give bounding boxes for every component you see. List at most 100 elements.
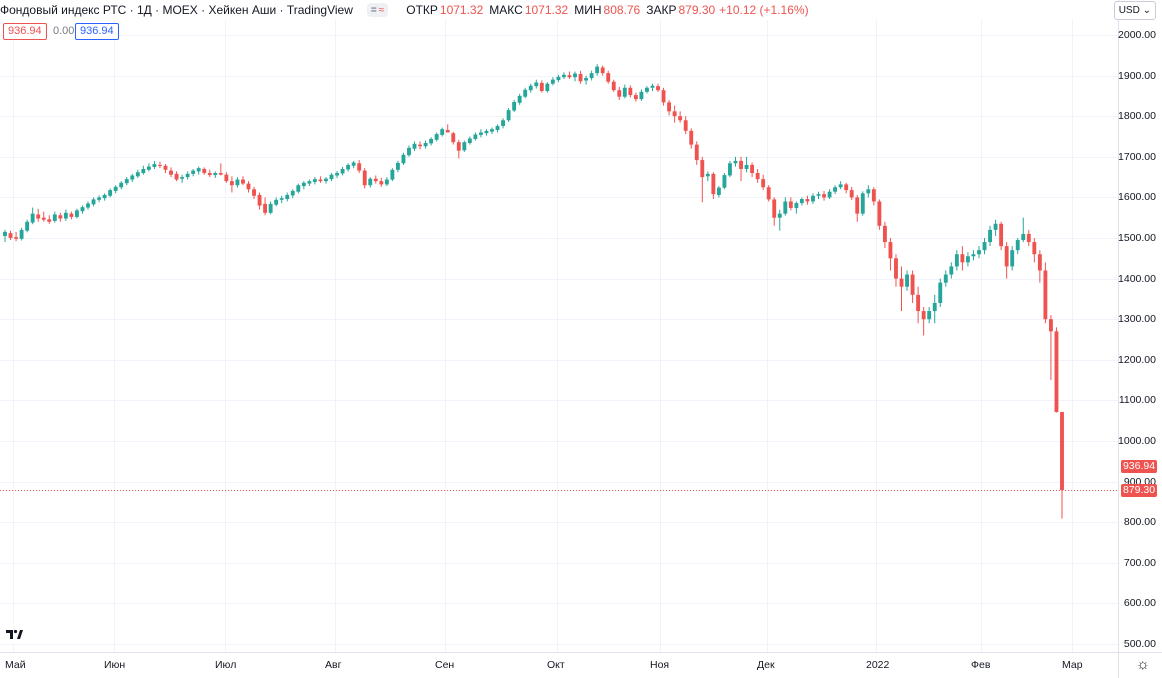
price-tag-last: 879.30 xyxy=(1121,484,1157,497)
candle-body xyxy=(866,189,871,194)
candle-body xyxy=(41,217,46,220)
candle-body xyxy=(960,254,965,263)
x-tick-label: Май xyxy=(5,659,26,671)
candle-body xyxy=(805,199,810,202)
candle-body xyxy=(550,79,555,84)
candle-body xyxy=(783,201,788,214)
candle-body xyxy=(130,175,135,180)
candle-body xyxy=(357,163,362,171)
candle-body xyxy=(146,166,151,170)
candle-body xyxy=(622,87,627,97)
candle-body xyxy=(910,274,915,295)
candle-body xyxy=(694,144,699,161)
visibility-toggle[interactable]: = ≈ xyxy=(366,3,389,17)
candle-body xyxy=(777,213,782,218)
candle-body xyxy=(650,85,655,88)
low-value: 808.76 xyxy=(603,3,641,17)
candle-body xyxy=(290,190,295,196)
candle-body xyxy=(899,278,904,287)
candle-body xyxy=(329,174,334,180)
y-tick-label: 1800.00 xyxy=(1118,110,1156,123)
symbol-title[interactable]: Фондовый индекс РТС · 1Д · MOEX · Хейкен… xyxy=(0,3,353,17)
candle-body xyxy=(705,173,710,177)
candle-body xyxy=(462,142,467,151)
candle-body xyxy=(368,178,373,186)
currency-dropdown[interactable]: USD ⌄ xyxy=(1113,1,1156,20)
candle-body xyxy=(324,178,328,182)
gear-icon[interactable]: ☼ xyxy=(1136,656,1150,673)
y-tick-label: 800.00 xyxy=(1123,516,1156,529)
candle-body xyxy=(102,194,107,199)
y-tick-label: 700.00 xyxy=(1123,556,1156,569)
candle-body xyxy=(683,120,688,131)
candle-body xyxy=(772,199,777,218)
x-tick-label: Июл xyxy=(215,659,237,671)
y-tick-label: 1100.00 xyxy=(1118,394,1156,407)
candle-body xyxy=(69,213,74,217)
candle-body xyxy=(1043,270,1048,320)
candle-body xyxy=(478,132,483,135)
x-tick-label: Ноя xyxy=(650,659,670,671)
candle-body xyxy=(1015,240,1020,251)
candle-body xyxy=(965,256,970,263)
candle-body xyxy=(728,163,732,176)
currency-label: USD xyxy=(1118,5,1140,16)
candle-body xyxy=(766,187,771,200)
candle-body xyxy=(501,120,505,126)
high-label: МАКС xyxy=(489,3,523,17)
indicator-value-red[interactable]: 936.94 xyxy=(3,23,47,40)
wave-icon: ≈ xyxy=(378,4,385,16)
candle-body xyxy=(47,219,52,222)
candle-body xyxy=(932,302,937,312)
candle-body xyxy=(799,199,804,204)
candle-body xyxy=(689,130,694,145)
candle-body xyxy=(788,201,793,208)
tradingview-logo-icon[interactable] xyxy=(3,624,25,644)
open-value: 1071.32 xyxy=(439,3,484,17)
eye-icon: = xyxy=(370,4,377,16)
candle-body xyxy=(639,91,644,100)
y-tick-label: 2000.00 xyxy=(1118,29,1156,41)
candle-body xyxy=(19,229,24,239)
candle-body xyxy=(429,138,434,144)
candle-body xyxy=(246,183,251,190)
indicator-value-blue[interactable]: 936.94 xyxy=(75,23,119,40)
candle-body xyxy=(578,73,583,82)
candle-body xyxy=(633,95,638,100)
candle-body xyxy=(545,83,550,92)
candle-body xyxy=(407,147,411,156)
candle-body xyxy=(169,170,173,175)
candle-body xyxy=(722,175,727,188)
candle-body xyxy=(218,173,223,175)
candle-body xyxy=(235,179,240,186)
candle-body xyxy=(196,168,201,172)
candle-body xyxy=(390,169,395,180)
candle-body xyxy=(174,173,179,180)
candle-body xyxy=(982,242,987,251)
candle-body xyxy=(534,82,539,87)
candle-body xyxy=(600,67,605,74)
candle-body xyxy=(490,129,494,132)
candle-body xyxy=(849,190,854,198)
y-tick-label: 1000.00 xyxy=(1118,435,1156,447)
candle-body xyxy=(113,186,118,191)
candle-body xyxy=(611,81,616,91)
candle-body xyxy=(628,87,633,96)
y-tick-label: 1600.00 xyxy=(1118,191,1156,204)
candle-body xyxy=(285,194,290,200)
candle-body xyxy=(362,170,367,186)
candle-body xyxy=(855,197,860,214)
candle-body xyxy=(1060,412,1064,491)
candle-body xyxy=(678,116,683,121)
candle-body xyxy=(1054,331,1059,413)
candle-body xyxy=(3,231,7,236)
candle-body xyxy=(301,182,306,187)
x-tick-label: Окт xyxy=(547,659,565,671)
candle-body xyxy=(833,187,838,192)
low-label: МИН xyxy=(574,3,602,17)
candle-body xyxy=(495,125,500,131)
candle-body xyxy=(379,181,384,185)
candle-body xyxy=(844,184,849,191)
close-value: 879.30 xyxy=(678,3,716,17)
